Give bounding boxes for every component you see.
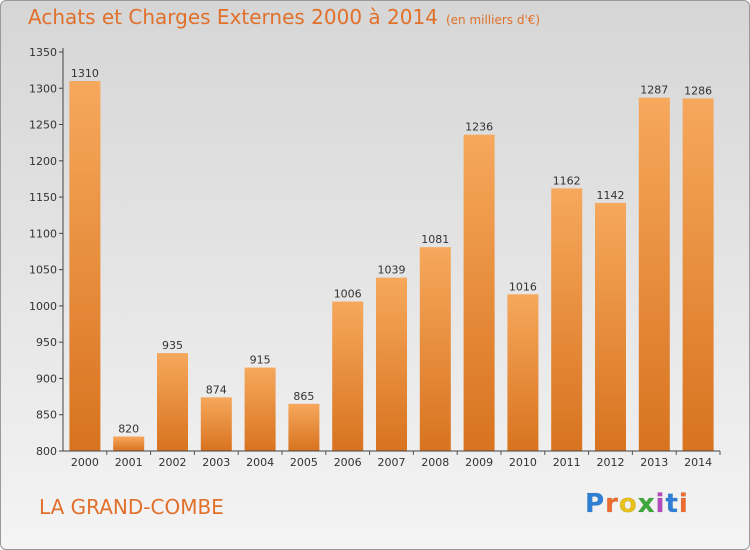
logo-letter: r: [605, 489, 619, 520]
y-tick-1150: 1150: [29, 191, 57, 204]
y-tick-1250: 1250: [29, 119, 57, 132]
x-tick-2013: 2013: [640, 456, 668, 469]
value-label-2003: 874: [206, 383, 227, 396]
logo-letter: x: [637, 489, 656, 520]
bar-2001: [113, 436, 145, 451]
logo-letter: i: [678, 489, 689, 520]
bar-2004: [244, 367, 276, 451]
value-label-2002: 935: [162, 339, 183, 352]
bar-2007: [376, 277, 407, 451]
value-label-2008: 1081: [421, 233, 449, 246]
value-label-2006: 1006: [334, 288, 362, 301]
x-tick-2002: 2002: [159, 456, 187, 469]
value-label-2004: 915: [250, 354, 271, 367]
bar-2009: [463, 134, 495, 451]
y-tick-800: 800: [36, 445, 57, 458]
bar-2013: [638, 97, 670, 451]
logo-letter: i: [655, 489, 666, 520]
logo-letter: o: [618, 489, 638, 520]
y-tick-1050: 1050: [29, 264, 57, 277]
value-label-2007: 1039: [378, 264, 406, 277]
bar-2012: [595, 202, 626, 451]
value-label-2010: 1016: [509, 280, 537, 293]
y-tick-1100: 1100: [29, 227, 57, 240]
x-tick-2001: 2001: [115, 456, 143, 469]
logo-letter: t: [665, 489, 679, 520]
x-tick-2008: 2008: [421, 456, 449, 469]
bar-2011: [551, 188, 583, 452]
y-tick-1200: 1200: [29, 155, 57, 168]
x-tick-2003: 2003: [202, 456, 230, 469]
value-label-2011: 1162: [553, 174, 581, 187]
y-tick-1300: 1300: [29, 82, 57, 95]
bar-2003: [200, 397, 232, 451]
y-tick-900: 900: [36, 372, 57, 385]
value-label-2012: 1142: [597, 189, 625, 202]
commune-name: LA GRAND-COMBE: [39, 495, 224, 519]
y-tick-850: 850: [36, 409, 57, 422]
bar-2014: [682, 98, 714, 452]
value-label-2014: 1286: [684, 84, 712, 97]
y-tick-1000: 1000: [29, 300, 57, 313]
value-label-2005: 865: [293, 390, 314, 403]
logo-letter: P: [585, 489, 606, 520]
x-tick-2006: 2006: [334, 456, 362, 469]
x-tick-2010: 2010: [509, 456, 537, 469]
bar-2008: [419, 247, 451, 451]
y-tick-1350: 1350: [29, 46, 57, 59]
x-tick-2012: 2012: [597, 456, 625, 469]
bar-2006: [332, 301, 364, 451]
proxiti-logo[interactable]: Proxiti: [585, 489, 689, 520]
title-unit: (en milliers d'€): [445, 13, 541, 27]
bar-2005: [288, 403, 320, 451]
x-tick-2005: 2005: [290, 456, 318, 469]
bars-group: 1310 820 935 874 915 865 1006 1039 1081 1236 1016 1…: [69, 67, 714, 452]
value-label-2001: 820: [118, 422, 139, 435]
x-tick-2004: 2004: [246, 456, 274, 469]
x-tick-2000: 2000: [71, 456, 99, 469]
y-tick-950: 950: [36, 336, 57, 349]
x-tick-2007: 2007: [378, 456, 406, 469]
bar-2010: [507, 294, 539, 451]
bar-2000: [69, 81, 101, 451]
value-label-2000: 1310: [71, 67, 99, 80]
bar-2002: [157, 353, 188, 451]
x-tick-2009: 2009: [465, 456, 493, 469]
title-text: Achats et Charges Externes 2000 à 2014: [28, 5, 438, 29]
axes-group: 2000 2001 2002 2003 2004 2005 2006 2007 2008 2009…: [29, 46, 721, 469]
x-tick-2014: 2014: [684, 456, 712, 469]
x-tick-2011: 2011: [553, 456, 581, 469]
value-label-2009: 1236: [465, 121, 493, 134]
value-label-2013: 1287: [640, 84, 668, 97]
chart-title: Achats et Charges Externes 2000 à 2014 (e…: [28, 5, 540, 29]
